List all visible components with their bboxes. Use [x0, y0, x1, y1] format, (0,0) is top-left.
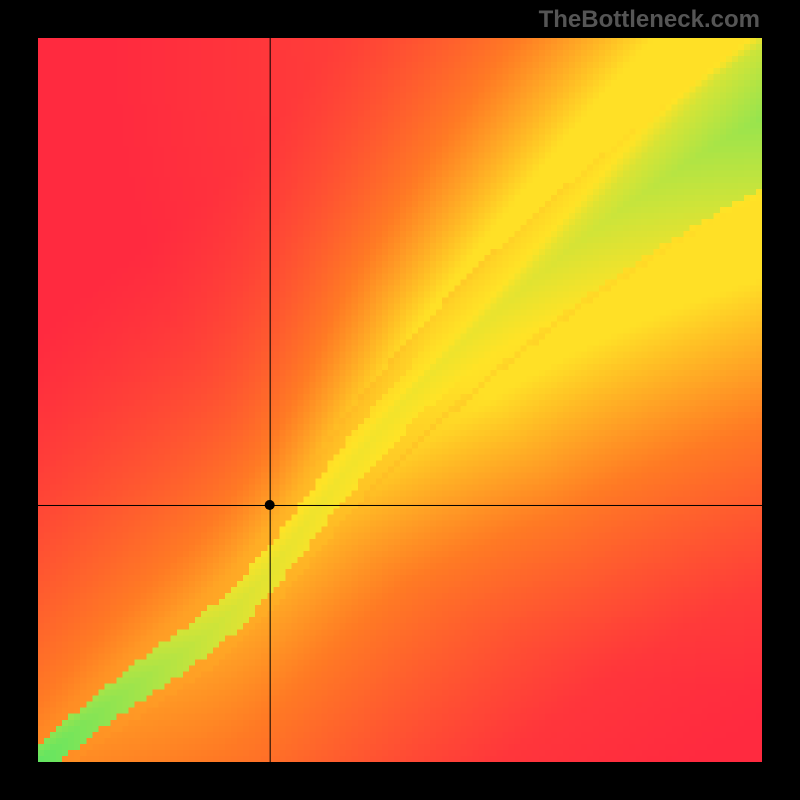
watermark-text: TheBottleneck.com [539, 6, 760, 34]
chart-container: TheBottleneck.com [0, 0, 800, 800]
overlay-canvas [0, 0, 800, 800]
